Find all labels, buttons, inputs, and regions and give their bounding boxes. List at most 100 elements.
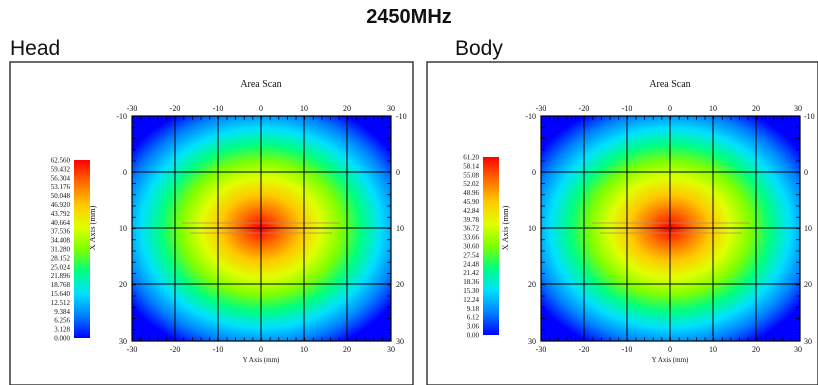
colorbar-tick-label: 56.304	[51, 174, 71, 182]
body-y-tick-right: 30	[804, 337, 812, 346]
body-left-tick-labels: -10 0 10 20 30	[525, 112, 536, 346]
colorbar-tick-label: 36.72	[463, 225, 479, 233]
body-y-tick-right: 0	[804, 168, 808, 177]
colorbar-tick-label: 34.408	[51, 237, 71, 245]
colorbar-tick-label: 24.48	[463, 260, 479, 268]
body-x-tick-top: 0	[668, 104, 672, 113]
frequency-title: 2450MHz	[366, 6, 452, 28]
head-x-tick-top: -20	[170, 104, 181, 113]
body-y-tick-left: -10	[525, 112, 536, 121]
head-x-tick-bottom: -20	[170, 345, 181, 354]
head-x-axis-label: Y Axis (mm)	[243, 356, 280, 364]
body-x-tick-top: 30	[794, 104, 802, 113]
head-x-tick-top: -30	[127, 104, 138, 113]
body-chart-title: Area Scan	[649, 79, 690, 90]
colorbar-tick-label: 37.536	[51, 228, 71, 236]
colorbar-tick-label: 9.18	[467, 305, 480, 313]
head-x-tick-bottom: -10	[213, 345, 224, 354]
head-panel-frame	[9, 61, 414, 385]
head-left-tick-labels: -10 0 10 20 30	[116, 112, 127, 346]
body-right-tick-labels: -10 0 10 20 30	[804, 112, 815, 346]
head-y-tick-left: 0	[123, 168, 127, 177]
colorbar-tick-label: 48.96	[463, 189, 479, 197]
head-x-tick-bottom: -30	[127, 345, 138, 354]
head-colorbar-labels: 62.56059.43256.30453.17650.04846.92043.7…	[51, 157, 71, 343]
body-x-tick-bottom: 0	[668, 345, 672, 354]
head-panel-label: Head	[10, 37, 61, 60]
body-y-tick-left: 30	[528, 337, 536, 346]
body-x-tick-top: 20	[752, 104, 760, 113]
colorbar-tick-label: 12.512	[51, 299, 71, 307]
body-x-tick-top: -20	[579, 104, 590, 113]
body-minor-ticks	[540, 115, 801, 342]
body-y-tick-left: 0	[532, 168, 536, 177]
colorbar-tick-label: 46.920	[51, 201, 71, 209]
colorbar-tick-label: 3.128	[54, 326, 70, 334]
colorbar-tick-label: 50.048	[51, 192, 71, 200]
head-chart-title: Area Scan	[240, 79, 281, 90]
colorbar-tick-label: 9.384	[54, 308, 70, 316]
colorbar-tick-label: 6.12	[467, 314, 480, 322]
colorbar-tick-label: 53.176	[51, 183, 71, 191]
head-x-tick-bottom: 30	[387, 345, 395, 354]
head-x-tick-bottom: 0	[259, 345, 263, 354]
body-colorbar-labels: 61.2058.1455.0852.0248.9645.9042.8439.78…	[463, 154, 479, 340]
colorbar-tick-label: 12.24	[463, 296, 479, 304]
body-colorbar	[483, 157, 499, 335]
colorbar-tick-label: 45.90	[463, 198, 479, 206]
head-y-tick-left: 30	[119, 337, 127, 346]
body-y-tick-right: 10	[804, 224, 812, 233]
colorbar-tick-label: 62.560	[51, 157, 71, 165]
body-x-tick-bottom: -30	[536, 345, 547, 354]
head-colorbar	[74, 160, 90, 338]
head-top-tick-labels: -30 -20 -10 0 10 20 30	[127, 104, 395, 113]
body-x-axis-label: Y Axis (mm)	[652, 356, 689, 364]
colorbar-tick-label: 18.36	[463, 278, 479, 286]
colorbar-tick-label: 52.02	[463, 180, 479, 188]
body-panel-label: Body	[455, 37, 503, 60]
colorbar-tick-label: 61.20	[463, 154, 479, 162]
head-y-axis-label: X Axis (mm)	[87, 205, 97, 250]
colorbar-tick-label: 15.640	[51, 290, 71, 298]
body-x-tick-bottom: 10	[709, 345, 717, 354]
head-y-tick-left: 20	[119, 280, 127, 289]
head-y-tick-right: 30	[396, 337, 404, 346]
colorbar-tick-label: 28.152	[51, 254, 71, 262]
colorbar-tick-label: 59.432	[51, 165, 71, 173]
colorbar-tick-label: 6.256	[54, 317, 70, 325]
colorbar-tick-label: 25.024	[51, 263, 71, 271]
body-x-tick-top: 10	[709, 104, 717, 113]
body-panel: Area Scan -30 -20 -10 0 10 20 30 -30	[426, 61, 818, 385]
head-x-tick-bottom: 10	[300, 345, 308, 354]
colorbar-tick-label: 0.000	[54, 335, 70, 343]
head-minor-ticks	[131, 115, 392, 342]
head-right-tick-labels: -10 0 10 20 30	[396, 112, 407, 346]
head-x-tick-top: -10	[213, 104, 224, 113]
body-y-tick-right: 20	[804, 280, 812, 289]
colorbar-tick-label: 43.792	[51, 210, 71, 218]
colorbar-tick-label: 40.664	[51, 219, 71, 227]
colorbar-tick-label: 21.42	[463, 269, 479, 277]
body-y-tick-left: 20	[528, 280, 536, 289]
head-x-tick-top: 0	[259, 104, 263, 113]
colorbar-tick-label: 30.60	[463, 243, 479, 251]
body-x-tick-top: -30	[536, 104, 547, 113]
head-x-tick-top: 10	[300, 104, 308, 113]
colorbar-tick-label: 15.30	[463, 287, 479, 295]
head-x-tick-bottom: 20	[343, 345, 351, 354]
head-bottom-tick-labels: -30 -20 -10 0 10 20 30	[127, 345, 395, 354]
head-y-tick-right: 20	[396, 280, 404, 289]
colorbar-tick-label: 18.768	[51, 281, 71, 289]
colorbar-tick-label: 0.00	[467, 332, 480, 340]
colorbar-tick-label: 42.84	[463, 207, 479, 215]
head-y-tick-right: 10	[396, 224, 404, 233]
body-x-tick-bottom: 30	[794, 345, 802, 354]
head-y-tick-left: -10	[116, 112, 127, 121]
head-x-tick-top: 20	[343, 104, 351, 113]
body-x-tick-bottom: -10	[622, 345, 633, 354]
head-y-tick-left: 10	[119, 224, 127, 233]
body-y-axis-label: X Axis (mm)	[500, 205, 510, 250]
head-panel: Area Scan -30 -20 -10 0 10 20 30 -30	[9, 61, 414, 385]
body-top-tick-labels: -30 -20 -10 0 10 20 30	[536, 104, 802, 113]
